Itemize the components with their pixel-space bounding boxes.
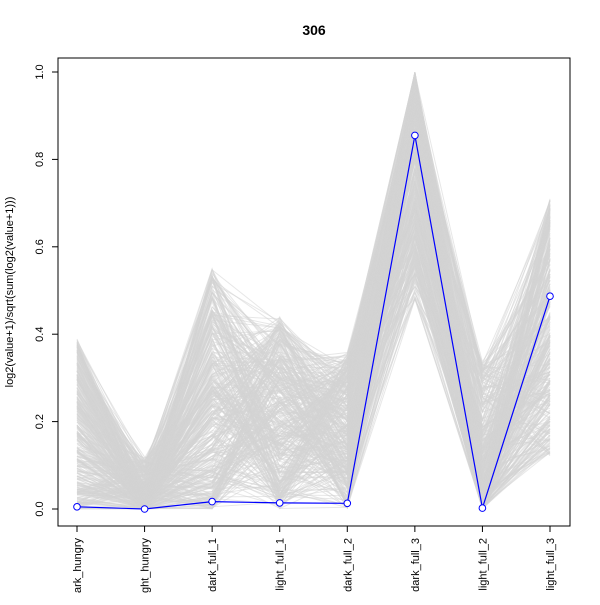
background-series-line <box>76 181 551 510</box>
highlight-point <box>546 292 554 301</box>
background-series-line <box>76 78 551 510</box>
y-tick-label: 0.2 <box>34 414 46 429</box>
highlight-point <box>208 497 216 506</box>
x-tick-label: dark_full_2 <box>342 538 354 592</box>
highlight-point <box>343 499 352 508</box>
y-axis: 0.0 0.2 0.4 0.6 0.8 1.0 <box>34 64 58 517</box>
highlight-point <box>411 131 419 140</box>
background-series-group <box>76 72 551 511</box>
y-tick-label: 0.0 <box>34 501 46 516</box>
highlight-series-group <box>73 131 554 513</box>
y-tick-label: 0.4 <box>34 327 46 342</box>
y-tick-label: 0.8 <box>34 152 46 167</box>
plot-frame <box>57 57 571 527</box>
x-tick-label: dark_full_1 <box>207 538 219 592</box>
background-series-line <box>76 123 551 502</box>
highlight-point <box>140 505 149 513</box>
x-axis: ark_hungry ght_hungry dark_full_1 light_ful… <box>72 526 557 593</box>
background-series-line <box>76 94 551 509</box>
highlight-point <box>478 504 487 512</box>
highlight-series-line <box>76 135 551 510</box>
y-axis-title: log2(value+1)/sqrt(sum(log2(value+1))) <box>4 197 16 388</box>
background-series-line <box>76 113 551 467</box>
x-tick-label: light_full_1 <box>275 538 287 591</box>
highlight-point <box>275 499 284 507</box>
background-series-line <box>76 266 551 509</box>
x-tick-label: dark_full_3 <box>410 538 422 592</box>
chart-title: 306 <box>302 22 326 38</box>
x-tick-label: light_full_3 <box>545 538 557 591</box>
background-series-line <box>76 177 551 496</box>
background-series-line <box>76 72 551 501</box>
background-series-line <box>76 250 551 505</box>
highlight-point <box>73 503 81 511</box>
x-tick-label: light_full_2 <box>477 538 489 591</box>
x-tick-label: ght_hungry <box>140 538 152 594</box>
background-series-line <box>76 83 551 509</box>
x-tick-label: ark_hungry <box>72 538 84 594</box>
background-series-line <box>76 278 551 485</box>
background-series-line <box>76 94 551 507</box>
background-series-line <box>76 223 551 507</box>
y-tick-label: 0.6 <box>34 239 46 254</box>
y-tick-label: 1.0 <box>34 64 46 79</box>
background-series-line <box>76 90 551 509</box>
